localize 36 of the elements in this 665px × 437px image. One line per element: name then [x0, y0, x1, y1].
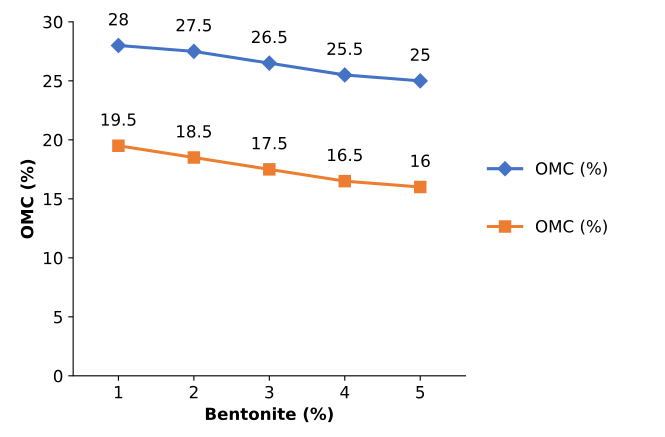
data-label: 25.5	[327, 42, 362, 56]
x-tick-label: 5	[416, 386, 424, 398]
data-label: 25	[410, 48, 430, 61]
y-tick-label: 20	[43, 134, 62, 146]
point	[414, 180, 426, 194]
y-tick-label: 25	[43, 74, 62, 88]
data-label: 26.5	[252, 30, 286, 44]
data-label: 19.5	[102, 113, 136, 126]
y-tick-label: 30	[43, 16, 62, 28]
point	[263, 163, 276, 176]
x-axis-title: Bentonite (%)	[206, 407, 333, 422]
data-label: 18.5	[177, 125, 211, 138]
y-tick-label: 5	[54, 311, 62, 324]
x-tick-label: 2	[190, 386, 198, 398]
point	[337, 67, 352, 83]
point	[110, 38, 126, 54]
point	[112, 139, 125, 152]
data-label: 27.5	[176, 18, 211, 32]
y-tick-label: 10	[44, 252, 62, 264]
data-label: 16	[411, 154, 430, 168]
x-tick-label: 3	[265, 386, 274, 398]
point	[262, 56, 277, 71]
data-label: 28	[109, 12, 128, 26]
point	[412, 73, 428, 88]
x-tick-label: 4	[340, 386, 350, 398]
data-label: 16.5	[328, 148, 362, 162]
y-tick-label: 15	[44, 193, 62, 206]
y-axis-title: OMC (%)	[20, 160, 36, 238]
legend-label: OMC (%)	[536, 220, 607, 235]
y-tick-label: 0	[54, 370, 62, 382]
point	[338, 174, 352, 188]
legend-label: OMC (%)	[536, 162, 607, 177]
point	[188, 151, 200, 164]
data-label: 17.5	[252, 137, 286, 150]
point	[186, 44, 202, 59]
x-tick-label: 1	[114, 386, 122, 398]
